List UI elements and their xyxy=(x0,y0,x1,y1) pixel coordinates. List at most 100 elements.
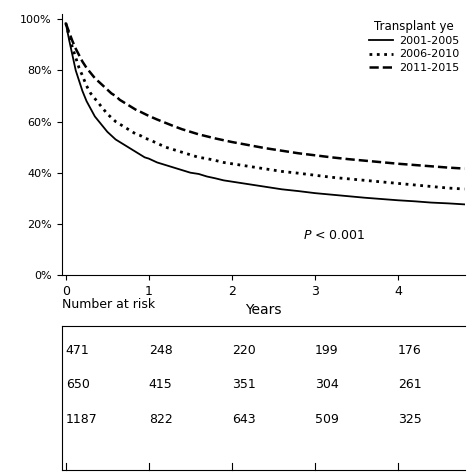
2011-2015 xyxy=(346,156,351,162)
Text: 261: 261 xyxy=(398,378,422,392)
2006-2010 xyxy=(80,73,85,78)
2001-2005 xyxy=(88,106,93,112)
2011-2015 xyxy=(84,65,90,71)
2001-2005 xyxy=(295,188,301,194)
Text: 220: 220 xyxy=(232,344,255,357)
Text: 650: 650 xyxy=(66,378,90,392)
2011-2015 xyxy=(412,162,418,168)
Text: 248: 248 xyxy=(149,344,173,357)
2011-2015 xyxy=(212,136,218,141)
2006-2010 xyxy=(171,147,177,153)
2011-2015 xyxy=(76,52,82,58)
2001-2005 xyxy=(246,182,251,187)
2001-2005 xyxy=(113,137,118,142)
2006-2010 xyxy=(221,160,227,165)
Text: 304: 304 xyxy=(315,378,339,392)
2011-2015 xyxy=(100,83,106,89)
2011-2015 xyxy=(196,131,201,137)
2001-2005 xyxy=(125,144,131,150)
2011-2015 xyxy=(179,127,185,132)
2006-2010 xyxy=(96,101,102,107)
2011-2015 xyxy=(428,164,434,169)
2006-2010 xyxy=(84,83,90,89)
2001-2005 xyxy=(312,190,318,196)
2006-2010 xyxy=(134,131,139,137)
2001-2005 xyxy=(428,200,434,205)
2011-2015 xyxy=(155,117,160,122)
2011-2015 xyxy=(171,123,177,129)
2001-2005 xyxy=(229,179,235,184)
2001-2005 xyxy=(179,167,185,173)
2006-2010 xyxy=(462,186,467,192)
2011-2015 xyxy=(445,165,451,171)
2006-2010 xyxy=(70,45,75,50)
2006-2010 xyxy=(137,133,143,138)
2011-2015 xyxy=(379,159,384,165)
2011-2015 xyxy=(229,139,235,145)
2006-2010 xyxy=(66,33,72,39)
Text: 176: 176 xyxy=(398,344,422,357)
2011-2015 xyxy=(395,161,401,166)
2006-2010 xyxy=(412,182,418,188)
2006-2010 xyxy=(362,177,368,183)
2001-2005 xyxy=(262,184,268,190)
2006-2010 xyxy=(113,118,118,124)
2006-2010 xyxy=(445,185,451,191)
2001-2005 xyxy=(279,186,284,192)
2006-2010 xyxy=(88,91,93,96)
2001-2005 xyxy=(171,165,177,171)
2001-2005 xyxy=(212,175,218,181)
Text: 509: 509 xyxy=(315,412,339,426)
2011-2015 xyxy=(462,166,467,172)
2001-2005 xyxy=(80,88,85,94)
2006-2010 xyxy=(295,170,301,176)
Text: 199: 199 xyxy=(315,344,338,357)
2006-2010 xyxy=(121,124,127,129)
2001-2005 xyxy=(70,52,75,58)
2011-2015 xyxy=(96,79,102,85)
2006-2010 xyxy=(179,149,185,155)
2006-2010 xyxy=(155,140,160,146)
2006-2010 xyxy=(279,169,284,174)
2001-2005 xyxy=(104,129,110,135)
2006-2010 xyxy=(163,144,168,150)
2001-2005 xyxy=(462,201,467,207)
Text: Number at risk: Number at risk xyxy=(62,298,155,310)
2011-2015 xyxy=(63,20,69,26)
2011-2015 xyxy=(113,93,118,99)
2001-2005 xyxy=(109,133,114,138)
2001-2005 xyxy=(96,118,102,124)
2001-2005 xyxy=(204,173,210,179)
2006-2010 xyxy=(109,115,114,120)
Line: 2001-2005: 2001-2005 xyxy=(66,23,465,204)
2001-2005 xyxy=(66,37,72,43)
2001-2005 xyxy=(196,171,201,177)
2011-2015 xyxy=(279,148,284,154)
2006-2010 xyxy=(63,20,69,26)
2011-2015 xyxy=(134,107,139,113)
2001-2005 xyxy=(73,68,79,73)
2006-2010 xyxy=(125,127,131,132)
2006-2010 xyxy=(196,155,201,160)
2006-2010 xyxy=(262,166,268,172)
2006-2010 xyxy=(146,137,152,142)
2011-2015 xyxy=(66,29,72,35)
2006-2010 xyxy=(204,156,210,162)
2006-2010 xyxy=(312,173,318,178)
2011-2015 xyxy=(129,105,135,110)
2001-2005 xyxy=(163,162,168,168)
2011-2015 xyxy=(221,137,227,143)
2006-2010 xyxy=(129,129,135,135)
2001-2005 xyxy=(221,177,227,183)
Legend: 2001-2005, 2006-2010, 2011-2015: 2001-2005, 2006-2010, 2011-2015 xyxy=(369,20,459,73)
2011-2015 xyxy=(142,111,147,117)
2001-2005 xyxy=(155,160,160,165)
Text: 415: 415 xyxy=(149,378,173,392)
2001-2005 xyxy=(134,149,139,155)
Line: 2011-2015: 2011-2015 xyxy=(66,23,465,169)
2011-2015 xyxy=(295,150,301,156)
2011-2015 xyxy=(312,153,318,158)
Text: 471: 471 xyxy=(66,344,90,357)
2001-2005 xyxy=(395,198,401,203)
X-axis label: Years: Years xyxy=(245,303,282,317)
